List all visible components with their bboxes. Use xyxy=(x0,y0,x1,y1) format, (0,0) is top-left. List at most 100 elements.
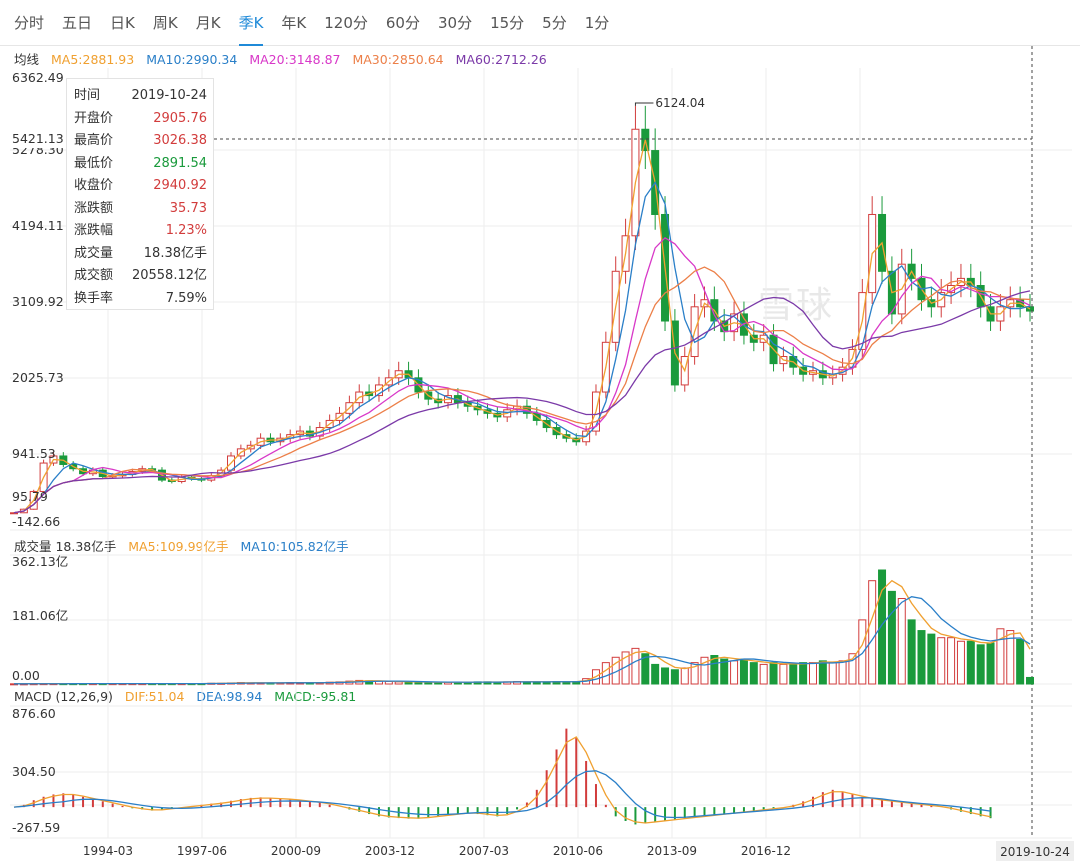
tooltip-key: 成交额 xyxy=(74,268,114,283)
volume-bar xyxy=(848,653,857,685)
price-tick-label: 6362.49 xyxy=(12,70,64,85)
tab-9[interactable]: 30分 xyxy=(437,13,473,32)
ma30-line xyxy=(13,266,1031,514)
vol-ma10-legend: MA10:105.82亿手 xyxy=(240,539,349,554)
tab-8[interactable]: 60分 xyxy=(385,13,420,32)
tab-12[interactable]: 1分 xyxy=(584,13,610,32)
ma5-line xyxy=(13,139,1031,514)
dea-legend: DEA:98.94 xyxy=(196,689,263,704)
volume-bar xyxy=(641,653,650,685)
x-tick-label: 2016-12 xyxy=(741,844,791,858)
volume-bar xyxy=(897,598,906,685)
tooltip-key: 涨跌额 xyxy=(74,200,114,216)
tooltip-key: 换手率 xyxy=(74,290,114,306)
tooltip-value: 2019-10-24 xyxy=(131,88,207,103)
volume-bar xyxy=(818,660,827,685)
volume-bar xyxy=(661,667,670,685)
x-tick-label: 2000-09 xyxy=(271,844,321,858)
volume-bar xyxy=(878,569,887,685)
tooltip-row: 最高价 3026.38 xyxy=(74,130,207,153)
volume-bar xyxy=(700,656,709,685)
crosshair-date-label: 2019-10-24 xyxy=(1000,845,1070,859)
quote-tooltip: 时间 2019-10-24 开盘价 2905.76 最高价 3026.38 最低价 2891.… xyxy=(66,78,214,310)
vol-ma5-legend: MA5:109.99亿手 xyxy=(128,539,229,554)
peak-leader-line xyxy=(634,102,654,106)
crosshair-price-label: 5421.13 xyxy=(12,131,64,146)
tooltip-value: 35.73 xyxy=(169,200,207,216)
volume-bar xyxy=(868,580,877,685)
volume-bar xyxy=(799,662,808,685)
volume-bar xyxy=(887,590,896,685)
volume-bar xyxy=(730,660,739,685)
macd-tick-label: -267.59 xyxy=(12,820,60,835)
price-tick-label: 3109.92 xyxy=(12,294,64,309)
volume-bar xyxy=(1006,630,1015,685)
ma-legend: 均线 MA5:2881.93 MA10:2990.34 MA20:3148.87… xyxy=(14,49,555,68)
macd-tick-label: 876.60 xyxy=(12,706,56,721)
macd-tick-label: 304.50 xyxy=(12,764,56,779)
tab-11[interactable]: 5分 xyxy=(542,13,567,32)
tooltip-value: 7.59% xyxy=(165,290,207,306)
x-tick-label: 2007-03 xyxy=(459,844,509,858)
tooltip-value: 18.38亿手 xyxy=(143,245,207,261)
tooltip-row: 开盘价 2905.76 xyxy=(74,108,207,131)
tab-0[interactable]: 分时 xyxy=(14,13,45,32)
ma-legend-label: 均线 xyxy=(14,52,40,67)
dif-legend: DIF:51.04 xyxy=(124,689,185,704)
price-tick-label: 941.53 xyxy=(12,446,56,461)
volume-bar xyxy=(670,669,679,685)
tooltip-value: 2891.54 xyxy=(153,155,207,171)
volume-bar xyxy=(769,662,778,685)
volume-bar xyxy=(720,658,729,685)
tab-4[interactable]: 月K xyxy=(195,13,221,32)
tooltip-value: 1.23% xyxy=(165,223,207,238)
ma60-line xyxy=(13,290,1031,514)
ma30-legend: MA30:2850.64 xyxy=(352,52,444,67)
volume-bar xyxy=(690,662,699,685)
volume-tick-label: 362.13亿 xyxy=(12,554,68,569)
tooltip-key: 最高价 xyxy=(74,133,114,148)
volume-bar xyxy=(966,640,975,685)
volume-bar xyxy=(947,637,956,685)
volume-tick-label: 181.06亿 xyxy=(12,608,68,623)
tab-5[interactable]: 季K xyxy=(238,0,263,46)
tooltip-key: 时间 xyxy=(74,88,101,103)
ma10-legend: MA10:2990.34 xyxy=(146,52,238,67)
volume-bar xyxy=(739,658,748,685)
ma60-legend: MA60:2712.26 xyxy=(455,52,547,67)
volume-bar xyxy=(601,662,610,685)
volume-bar xyxy=(621,651,630,685)
tab-1[interactable]: 五日 xyxy=(62,13,93,32)
tooltip-key: 开盘价 xyxy=(74,110,114,126)
macd-legend-label: MACD (12,26,9) xyxy=(14,689,113,704)
peak-label: 6124.04 xyxy=(655,96,705,110)
crosshair-price-bg xyxy=(10,130,66,148)
volume-bar xyxy=(917,630,926,685)
volume-bar xyxy=(828,662,837,685)
volume-bar xyxy=(996,628,1005,685)
volume-bar xyxy=(927,633,936,685)
volume-bar xyxy=(976,644,985,685)
tooltip-key: 最低价 xyxy=(74,155,114,171)
tab-6[interactable]: 年K xyxy=(281,13,307,32)
volume-bar xyxy=(1016,638,1025,685)
tooltip-value: 3026.38 xyxy=(153,133,207,148)
tab-2[interactable]: 日K xyxy=(110,13,135,32)
tooltip-row: 最低价 2891.54 xyxy=(74,153,207,176)
price-tick-label: 4194.11 xyxy=(12,218,64,233)
volume-bar xyxy=(631,647,640,685)
volume-bar xyxy=(710,655,719,685)
ma5-legend: MA5:2881.93 xyxy=(51,52,135,67)
tooltip-value: 2940.92 xyxy=(153,178,207,193)
tab-3[interactable]: 周K xyxy=(152,13,178,32)
volume-legend: 成交量 18.38亿手 MA5:109.99亿手 MA10:105.82亿手 xyxy=(14,536,357,555)
price-tick-label: 95.79 xyxy=(12,489,48,504)
x-tick-label: 2003-12 xyxy=(365,844,415,858)
tab-10[interactable]: 15分 xyxy=(490,13,525,32)
macd-value-legend: MACD:-95.81 xyxy=(274,689,357,704)
price-tick-label: -142.66 xyxy=(12,514,60,529)
crosshair-date-bg xyxy=(996,841,1074,861)
tooltip-key: 涨跌幅 xyxy=(74,223,114,238)
tab-7[interactable]: 120分 xyxy=(324,13,368,32)
